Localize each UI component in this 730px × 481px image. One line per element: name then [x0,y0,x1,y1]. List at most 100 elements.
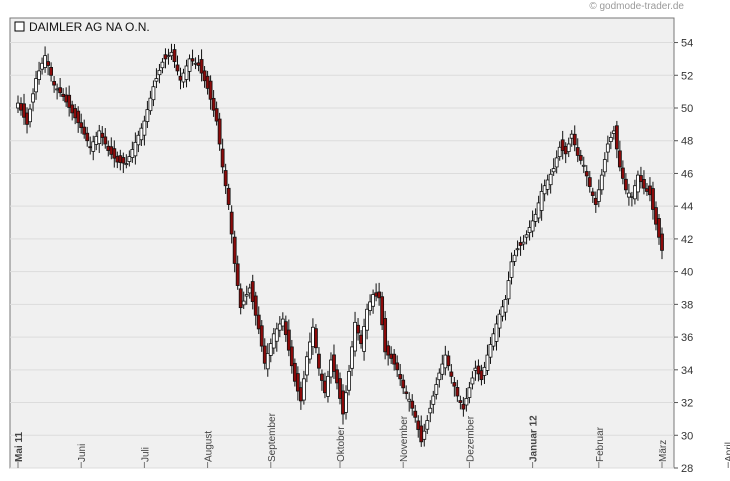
x-axis: Mai 11 Juni Juli August September Oktober Nove… [14,412,730,468]
candle-body [380,296,385,326]
candle-body [626,192,631,198]
candle-body [422,430,427,440]
candle-body [368,301,372,311]
candle-body [256,314,261,330]
candle-body [359,334,363,345]
candle-body [34,78,38,93]
candle-body [283,321,288,336]
candle [467,381,472,404]
candle-body [226,187,231,205]
candle-body [599,174,604,191]
candle-body [181,72,186,83]
candle [356,318,360,341]
y-tick-label: 32 [681,398,693,410]
candle-body [250,281,255,303]
candle-body [506,280,511,300]
x-tick-label: Januar 12 [529,415,540,462]
candle-body [19,103,23,111]
candle [133,132,138,165]
y-axis: 28 30 32 34 36 38 40 42 44 46 48 50 52 54 [674,38,693,475]
candle-body [630,195,634,198]
candle-body [575,147,580,156]
candle-body [211,97,216,111]
candle [124,154,129,169]
candle [416,415,421,438]
candle-body [262,345,267,364]
candle-body [590,191,595,196]
candle-body [446,355,451,367]
candle-body [401,379,406,389]
candle-body [169,51,174,57]
candle-body [482,366,487,376]
candle-body [530,220,535,232]
candle-body [280,318,285,327]
candle [602,152,607,177]
candle [539,183,544,221]
candle [392,349,397,371]
candle-body [277,323,282,331]
candle [151,80,156,107]
candle-body [464,398,469,406]
candle [584,165,589,187]
candle [256,306,261,335]
candle-body [106,145,111,151]
candle [596,179,601,208]
candle [52,76,57,93]
candle-body [404,391,409,394]
candle-body [271,333,276,349]
candle-body [563,145,568,155]
candle [636,170,640,201]
candle [157,63,162,84]
candle-body [554,157,559,168]
candle-body [88,146,93,149]
candle-body [437,372,442,381]
candle-body [301,378,306,401]
candle [620,160,625,185]
candle-body [109,146,114,155]
candle-body [623,178,628,191]
candle [160,58,165,74]
x-tick-label: August [204,431,215,462]
candle-body [220,148,225,168]
candle [214,101,219,126]
candle [175,55,180,76]
candle [31,88,35,112]
candle [401,374,406,394]
candle [265,343,270,377]
candle [380,291,385,331]
candle-body [22,103,26,118]
candle-body [241,300,246,306]
candle-body [551,168,556,173]
candle-body [657,218,661,238]
x-tick-label: Dezember [465,415,476,462]
candle-body [377,291,382,299]
candle [431,390,436,414]
candle-body [121,157,126,164]
y-tick-label: 38 [681,299,693,311]
candle [639,166,643,189]
candle-body [103,136,108,145]
candle-body [163,54,168,60]
candle-body [142,120,147,136]
candle-body [40,62,44,70]
candle-body [596,189,601,202]
candle [241,291,246,309]
candle-body [500,306,505,317]
candle [410,394,415,416]
candle-body [572,133,577,146]
candle-body [605,143,610,153]
candle [250,274,255,310]
candle [148,90,153,115]
candle-body [497,313,502,329]
candle [67,85,72,117]
candle [524,230,529,245]
candle [244,285,249,305]
candle-body [196,62,201,66]
candle [332,344,336,379]
candle-body [651,188,655,210]
candle-body [434,384,439,395]
x-tick-label: März [658,440,669,462]
candle [347,364,351,396]
candle-body [407,398,412,402]
candle-body [458,400,463,403]
